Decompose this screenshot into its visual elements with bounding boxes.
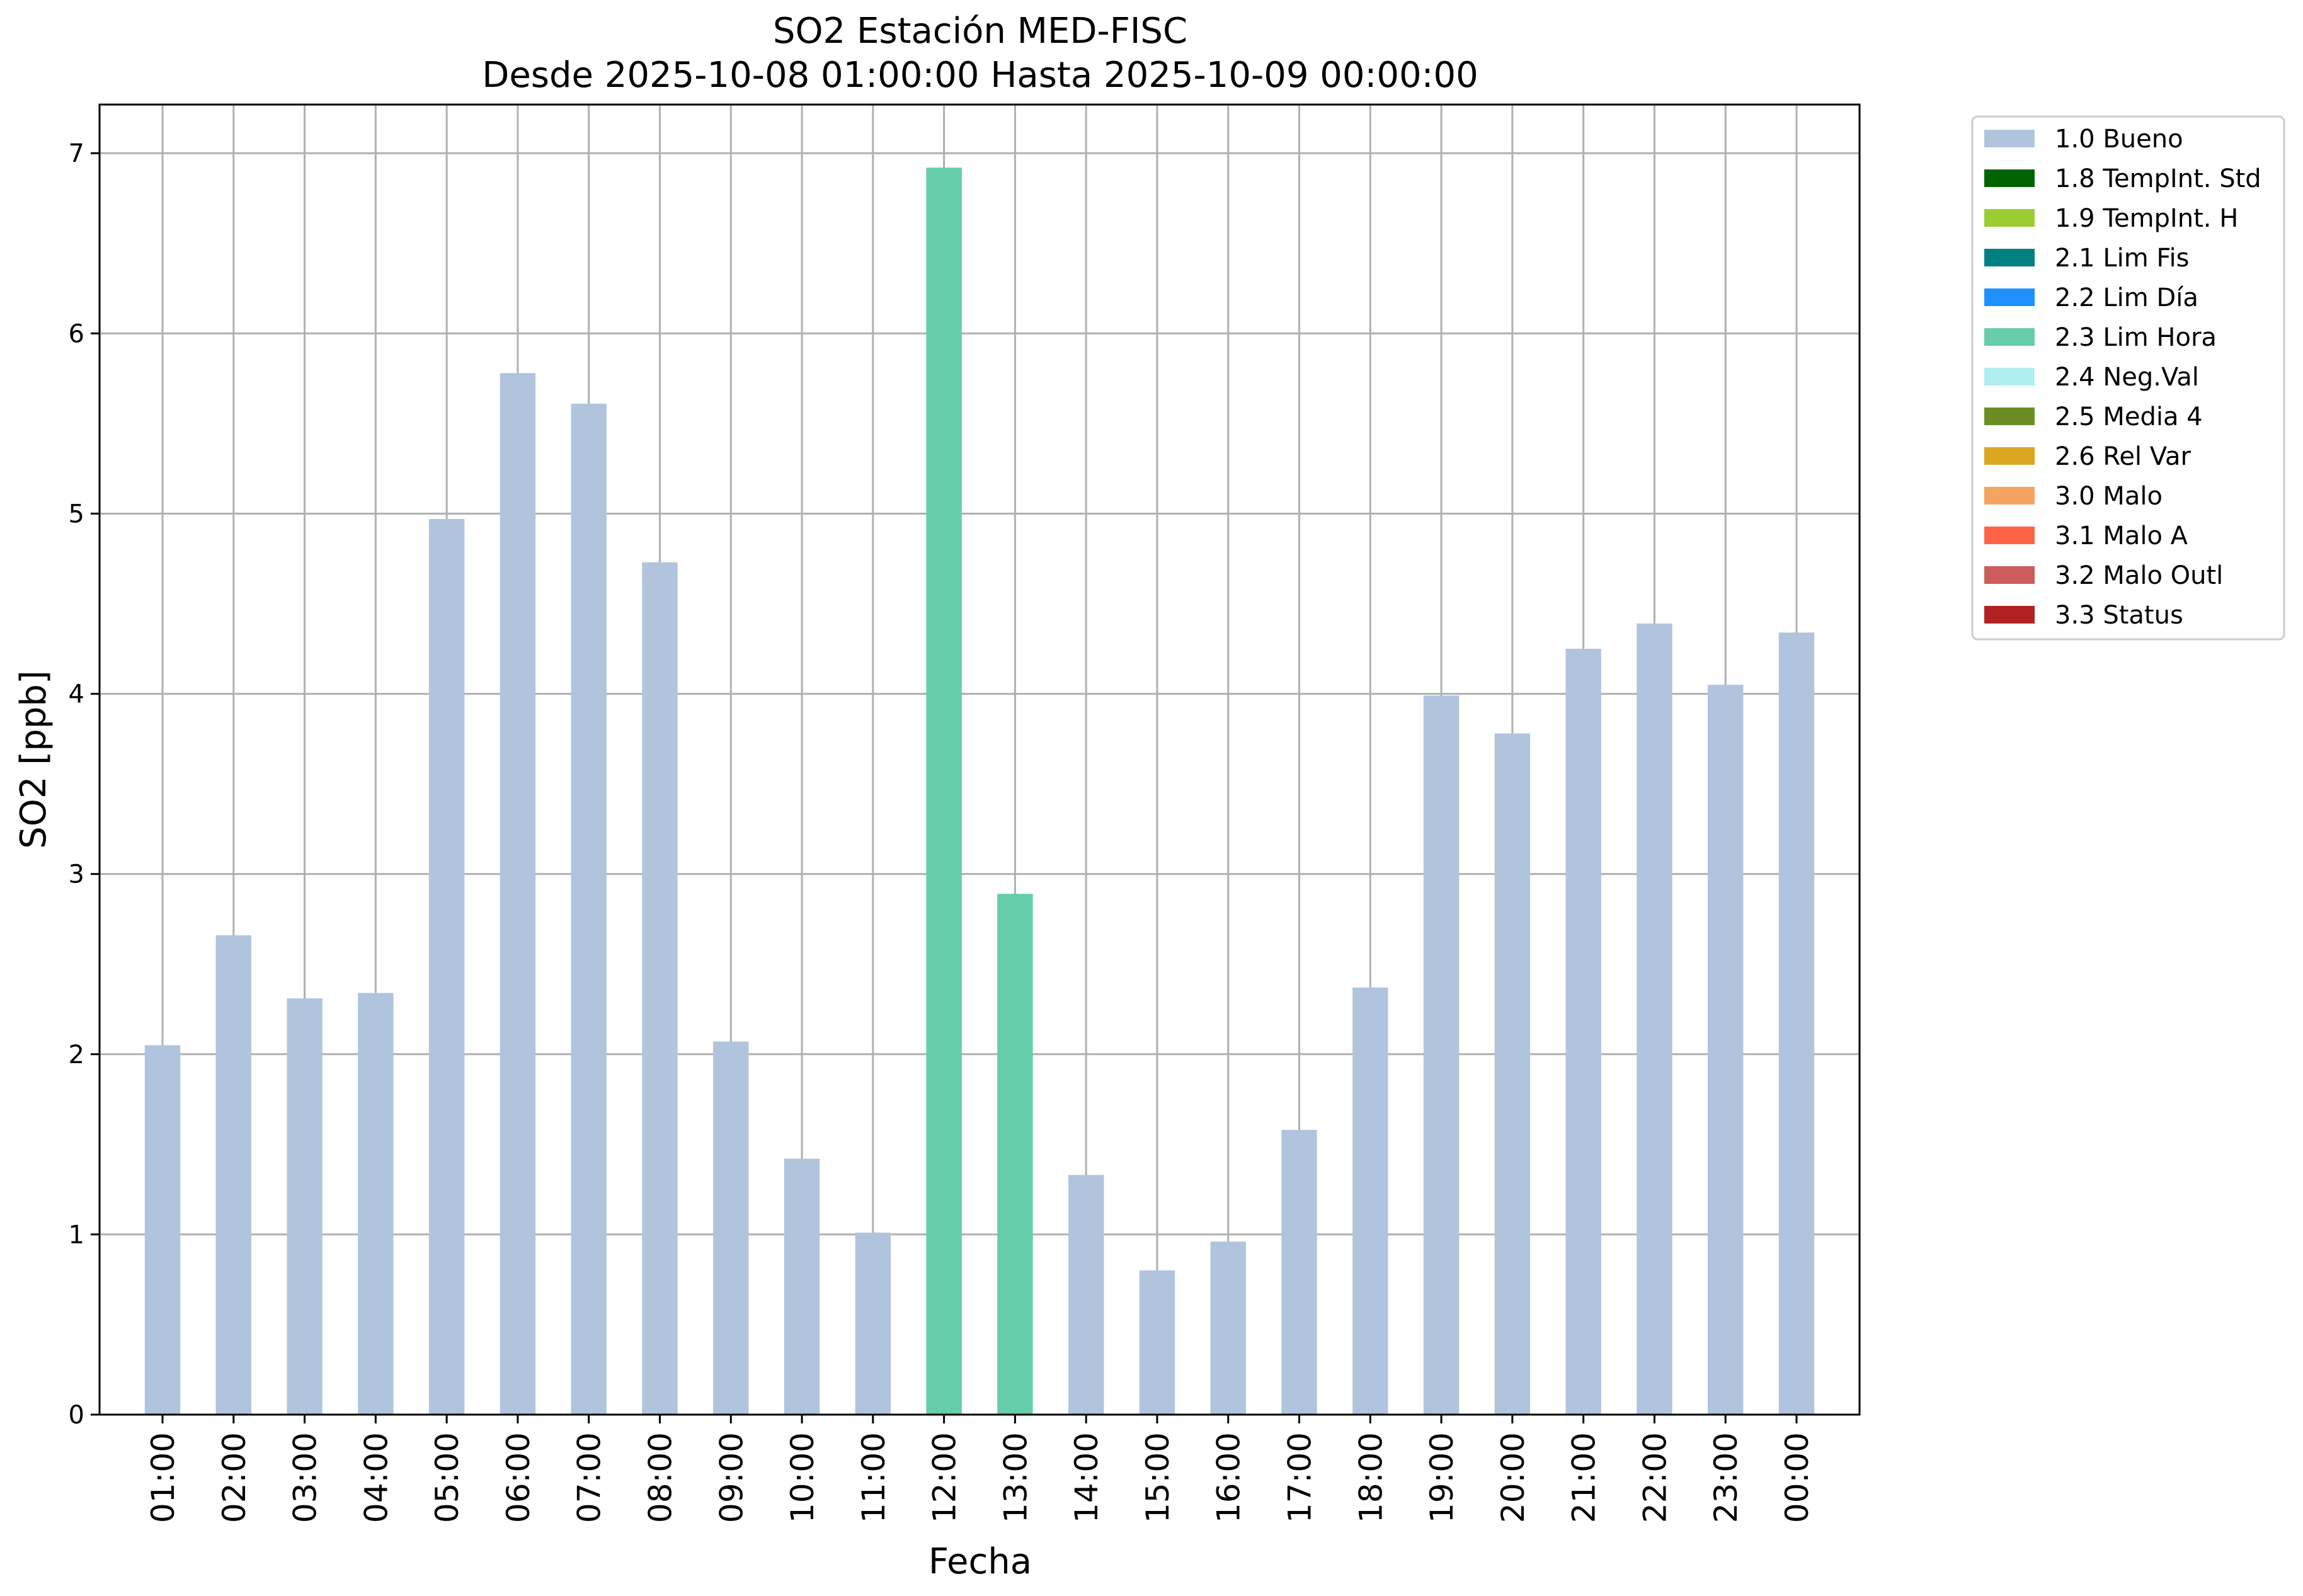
legend-label: 3.0 Malo xyxy=(2055,482,2163,511)
legend-swatch xyxy=(1984,527,2035,544)
bar-10:00 xyxy=(784,1158,820,1415)
bar-23:00 xyxy=(1708,685,1744,1415)
bar-16:00 xyxy=(1210,1241,1246,1415)
x-tick-label: 11:00 xyxy=(855,1432,892,1523)
bar-11:00 xyxy=(855,1233,891,1415)
legend-label: 3.3 Status xyxy=(2055,601,2183,630)
bar-13:00 xyxy=(997,894,1033,1415)
legend-swatch xyxy=(1984,606,2035,624)
legend-swatch xyxy=(1984,328,2035,346)
legend-box xyxy=(1971,115,2285,641)
legend: 1.0 Bueno 1.8 TempInt. Std 1.9 TempInt. H 2… xyxy=(1971,115,2285,641)
bar-07:00 xyxy=(571,403,607,1415)
legend-swatch xyxy=(1984,249,2035,266)
bar-06:00 xyxy=(500,373,536,1415)
legend-label: 2.3 Lim Hora xyxy=(2055,323,2217,352)
x-tick-label: 01:00 xyxy=(145,1432,181,1523)
legend-swatch xyxy=(1984,130,2035,147)
bar-08:00 xyxy=(642,562,678,1415)
legend-swatch xyxy=(1984,288,2035,306)
x-tick-label: 09:00 xyxy=(713,1432,750,1523)
x-tick-label: 15:00 xyxy=(1140,1432,1176,1523)
bar-12:00 xyxy=(926,168,962,1415)
legend-swatch xyxy=(1984,566,2035,584)
legend-label: 2.6 Rel Var xyxy=(2055,442,2192,471)
x-tick-label: 19:00 xyxy=(1424,1432,1460,1523)
x-axis-label: Fecha xyxy=(929,1541,1032,1582)
legend-swatch xyxy=(1984,408,2035,425)
bar-00:00 xyxy=(1778,632,1815,1415)
y-axis: 0 1 2 3 4 5 6 7 xyxy=(69,139,100,1430)
legend-label: 2.2 Lim Día xyxy=(2055,283,2198,312)
legend-label: 1.9 TempInt. H xyxy=(2055,204,2238,233)
y-tick-label: 1 xyxy=(69,1221,84,1250)
x-tick-label: 03:00 xyxy=(287,1432,324,1523)
bar-09:00 xyxy=(713,1041,749,1415)
x-tick-label: 13:00 xyxy=(997,1432,1034,1523)
x-tick-label: 16:00 xyxy=(1211,1432,1247,1523)
legend-swatch xyxy=(1984,368,2035,385)
legend-label: 2.5 Media 4 xyxy=(2055,402,2203,431)
chart-subtitle: Desde 2025-10-08 01:00:00 Hasta 2025-10-… xyxy=(482,55,1478,96)
legend-label: 2.1 Lim Fis xyxy=(2055,244,2189,273)
x-tick-label: 10:00 xyxy=(784,1432,821,1523)
x-tick-label: 23:00 xyxy=(1708,1432,1744,1523)
chart-title: SO2 Estación MED-FISC xyxy=(773,11,1187,52)
x-tick-label: 22:00 xyxy=(1637,1432,1673,1523)
legend-label: 3.2 Malo Outl xyxy=(2055,561,2223,590)
bar-17:00 xyxy=(1281,1129,1317,1415)
x-tick-label: 04:00 xyxy=(358,1432,394,1523)
x-tick-label: 21:00 xyxy=(1566,1432,1603,1523)
y-tick-label: 6 xyxy=(69,319,84,348)
bars-layer xyxy=(144,168,1815,1415)
bar-21:00 xyxy=(1565,649,1601,1415)
legend-label: 1.8 TempInt. Std xyxy=(2055,164,2261,193)
x-tick-label: 18:00 xyxy=(1352,1432,1389,1523)
bar-14:00 xyxy=(1068,1175,1104,1415)
y-tick-label: 7 xyxy=(69,139,84,168)
bar-05:00 xyxy=(428,519,465,1415)
bar-22:00 xyxy=(1637,623,1672,1415)
x-tick-label: 05:00 xyxy=(429,1432,466,1523)
x-tick-label: 17:00 xyxy=(1282,1432,1318,1523)
x-tick-label: 07:00 xyxy=(571,1432,608,1523)
legend-swatch xyxy=(1984,169,2035,187)
legend-swatch xyxy=(1984,447,2035,465)
bar-01:00 xyxy=(144,1045,181,1415)
y-tick-label: 2 xyxy=(69,1040,84,1069)
x-tick-label: 14:00 xyxy=(1068,1432,1105,1523)
bar-20:00 xyxy=(1494,733,1531,1415)
y-axis-label: SO2 [ppb] xyxy=(13,670,54,848)
x-tick-label: 02:00 xyxy=(216,1432,253,1523)
x-axis: 01:00 02:00 03:00 04:00 05:00 06:00 07:00 08:00… xyxy=(145,1415,1815,1523)
y-tick-label: 5 xyxy=(69,499,84,528)
y-tick-label: 3 xyxy=(69,860,84,889)
x-tick-label: 12:00 xyxy=(927,1432,963,1523)
x-tick-label: 20:00 xyxy=(1495,1432,1531,1523)
y-tick-label: 4 xyxy=(69,680,84,709)
legend-label: 2.4 Neg.Val xyxy=(2055,363,2199,392)
bar-04:00 xyxy=(358,993,394,1415)
bar-15:00 xyxy=(1139,1270,1175,1415)
legend-swatch xyxy=(1984,487,2035,504)
x-tick-label: 08:00 xyxy=(642,1432,678,1523)
bar-18:00 xyxy=(1352,987,1388,1415)
x-tick-label: 00:00 xyxy=(1779,1432,1815,1523)
y-tick-label: 0 xyxy=(69,1401,84,1430)
x-tick-label: 06:00 xyxy=(500,1432,537,1523)
bar-02:00 xyxy=(215,935,251,1415)
bar-03:00 xyxy=(287,998,323,1415)
legend-label: 1.0 Bueno xyxy=(2055,125,2183,154)
plot-frame xyxy=(98,103,1861,1416)
legend-swatch xyxy=(1984,209,2035,227)
bar-19:00 xyxy=(1423,695,1460,1415)
legend-label: 3.1 Malo A xyxy=(2055,522,2188,550)
